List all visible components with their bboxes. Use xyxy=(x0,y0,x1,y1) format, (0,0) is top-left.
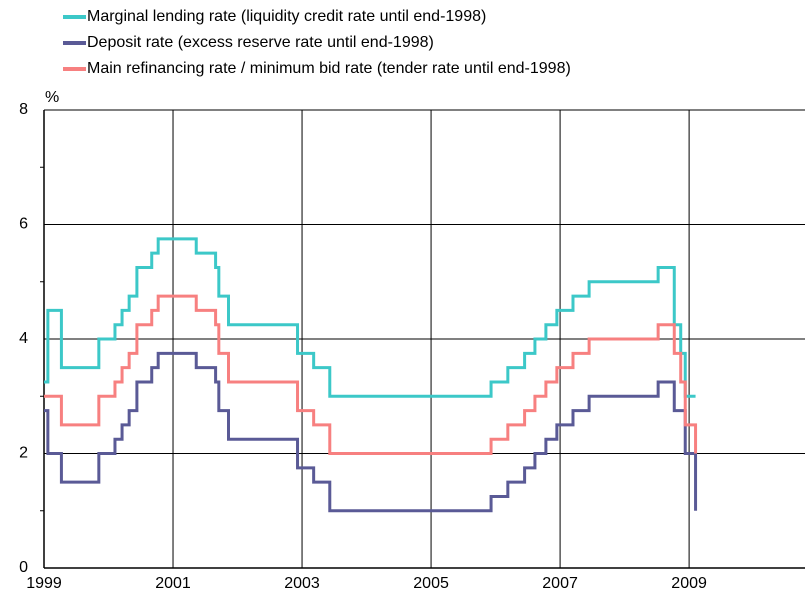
series-line xyxy=(44,351,698,513)
y-tick-label: 8 xyxy=(19,101,28,118)
y-unit: % xyxy=(45,89,59,106)
y-tick-label: 2 xyxy=(19,445,28,462)
y-tick-label: 6 xyxy=(19,216,28,233)
x-tick-label: 2001 xyxy=(155,575,191,592)
x-tick-label: 2007 xyxy=(542,575,578,592)
series-line xyxy=(44,294,698,455)
y-tick-label: 4 xyxy=(19,330,28,347)
x-tick-label: 2005 xyxy=(413,575,449,592)
legend-label: Main refinancing rate / minimum bid rate… xyxy=(87,60,571,77)
legend-label: Deposit rate (excess reserve rate until … xyxy=(87,34,434,51)
y-tick-label: 0 xyxy=(19,559,28,576)
x-tick-label: 1999 xyxy=(26,575,62,592)
x-tick-label: 2003 xyxy=(284,575,320,592)
x-tick-label: 2009 xyxy=(671,575,707,592)
legend-label: Marginal lending rate (liquidity credit … xyxy=(87,8,486,25)
series-line xyxy=(44,237,696,398)
